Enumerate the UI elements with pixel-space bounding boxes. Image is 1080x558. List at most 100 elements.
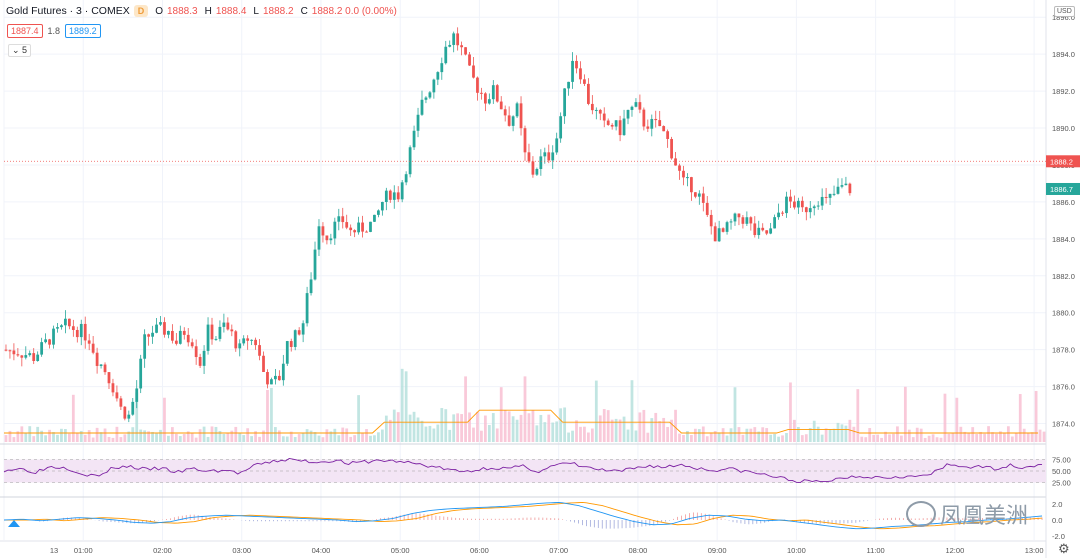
candle-body <box>725 222 729 232</box>
candle-body <box>297 330 301 335</box>
volume-bar <box>571 430 574 442</box>
candle-body <box>773 217 776 229</box>
candle-body <box>575 60 578 69</box>
volume-bar <box>527 413 531 442</box>
volume-bar <box>543 422 547 442</box>
volume-bar <box>178 436 182 442</box>
candle-body <box>416 114 420 131</box>
candle-body <box>646 126 650 129</box>
buy-button[interactable]: 1889.2 <box>65 24 101 38</box>
spread-value: 1.8 <box>47 26 61 36</box>
indicator-collapse-button[interactable]: ⌄ 5 <box>8 44 32 57</box>
candle-body <box>190 342 194 347</box>
volume-bar <box>852 426 856 442</box>
candle-body <box>610 124 614 127</box>
candle-body <box>511 116 515 126</box>
volume-bar <box>555 421 559 442</box>
candle-body <box>765 230 769 234</box>
volume-bar <box>226 433 230 442</box>
candle-body <box>250 339 254 341</box>
candle-body <box>262 355 265 373</box>
volume-bar <box>559 408 563 442</box>
volume-bar <box>297 434 301 442</box>
candle-body <box>487 99 491 104</box>
candle-body <box>634 102 638 107</box>
volume-bar <box>452 414 456 442</box>
candle-body <box>737 213 741 218</box>
volume-bar <box>646 432 650 442</box>
volume-bar <box>955 397 959 442</box>
candle-body <box>254 339 257 346</box>
symbol-label[interactable]: Gold Futures · 3 · COMEX <box>6 5 130 17</box>
volume-bar <box>432 428 436 442</box>
volume-bar <box>174 433 178 442</box>
candle-body <box>281 363 285 381</box>
volume-bar <box>373 435 376 442</box>
volume-bar <box>757 431 761 442</box>
volume-bar <box>650 418 654 442</box>
candle-body <box>654 118 658 121</box>
volume-bar <box>1034 390 1038 442</box>
rsi-pane: 75.00 50.00 25.00 <box>3 456 1071 488</box>
volume-bar <box>785 433 788 442</box>
candle-body <box>729 221 733 223</box>
volume-bar <box>551 422 555 442</box>
candle-body <box>123 406 127 419</box>
volume-bar <box>135 392 139 442</box>
candle-body <box>246 338 250 341</box>
candle-body <box>341 216 345 223</box>
volume-bar <box>242 435 246 442</box>
candle-body <box>804 207 808 213</box>
time-tick-label: 13 <box>50 546 58 555</box>
candle-body <box>606 120 610 125</box>
candle-body <box>674 158 677 166</box>
volume-bar <box>277 430 281 442</box>
volume-bar <box>1030 432 1034 442</box>
volume-bar <box>321 437 325 442</box>
candle-body <box>555 138 559 153</box>
volume-bar <box>83 434 87 442</box>
candle-body <box>796 200 800 208</box>
gear-icon[interactable]: ⚙ <box>1058 541 1070 556</box>
currency-badge[interactable]: USD <box>1054 6 1075 17</box>
volume-bar <box>705 436 709 442</box>
rsi-tick-label: 50.00 <box>1052 467 1071 476</box>
candle-body <box>206 324 210 351</box>
volume-bar <box>487 424 491 442</box>
watermark-text: 凤凰美洲 <box>940 504 1029 529</box>
volume-bar <box>119 437 123 442</box>
candle-body <box>119 398 123 407</box>
candle-body <box>622 118 626 136</box>
volume-bar <box>816 426 820 442</box>
volume-bar <box>258 436 261 442</box>
volume-bar <box>868 428 872 442</box>
volume-bar <box>345 428 349 442</box>
volume-bar <box>967 433 971 442</box>
volume-bar <box>365 429 368 442</box>
candle-body <box>436 72 440 80</box>
candle-body <box>404 174 408 183</box>
sell-button[interactable]: 1887.4 <box>7 24 43 38</box>
volume-bar <box>476 411 479 442</box>
candle-body <box>697 193 701 197</box>
volume-bar <box>828 429 832 442</box>
trade-row: 1887.4 1.8 1889.2 <box>7 24 101 38</box>
candle-body <box>547 152 551 161</box>
candle-body <box>345 222 349 228</box>
candle-body <box>800 200 804 208</box>
volume-bar <box>915 427 919 442</box>
low-label: L <box>253 5 259 17</box>
candle-body <box>329 238 333 241</box>
candle-body <box>159 322 162 325</box>
candle-body <box>147 334 150 337</box>
candle-body <box>28 353 32 356</box>
volume-bar <box>666 426 670 442</box>
volume-bar <box>202 426 206 442</box>
price-tick-label: 1890.0 <box>1052 124 1075 133</box>
candle-body <box>12 350 16 355</box>
volume-bar <box>773 433 776 442</box>
volume-bar <box>539 414 543 442</box>
volume-bar <box>32 436 36 442</box>
candle-body <box>99 364 103 366</box>
